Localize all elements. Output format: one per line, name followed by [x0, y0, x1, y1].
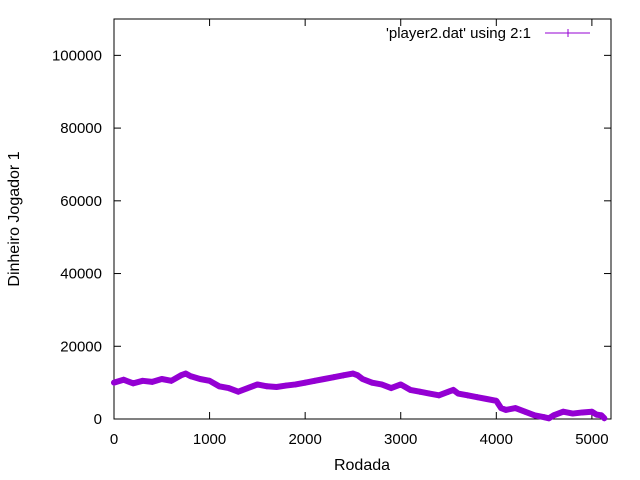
y-tick-label: 0: [94, 411, 102, 428]
x-tick-label: 1000: [193, 431, 226, 448]
data-point: [378, 381, 385, 388]
data-point: [369, 379, 376, 386]
data-point: [302, 379, 309, 386]
data-point: [455, 390, 462, 397]
data-point: [531, 412, 538, 419]
data-point: [560, 408, 567, 415]
data-point: [521, 408, 528, 415]
data-point: [550, 412, 557, 419]
data-point: [283, 382, 290, 389]
y-tick-label: 40000: [60, 266, 102, 283]
y-tick-label: 20000: [60, 338, 102, 355]
legend-marker-plus: [564, 29, 572, 37]
data-point: [464, 392, 471, 399]
data-point: [445, 388, 452, 395]
data-point: [349, 370, 356, 377]
legend-label: 'player2.dat' using 2:1: [386, 25, 531, 42]
data-point: [120, 376, 127, 383]
data-point: [244, 385, 251, 392]
data-point: [111, 379, 117, 386]
data-point: [168, 377, 175, 384]
data-point: [598, 412, 605, 419]
data-point: [235, 388, 242, 395]
x-tick-label: 0: [110, 431, 118, 448]
data-point: [149, 378, 156, 385]
x-tick-label: 5000: [575, 431, 608, 448]
x-tick-label: 4000: [480, 431, 513, 448]
y-tick-label: 80000: [60, 120, 102, 137]
y-tick-label: 60000: [60, 193, 102, 210]
axis-ticks: [113, 19, 611, 420]
data-point: [483, 396, 490, 402]
data-point: [397, 381, 404, 388]
data-point: [512, 405, 519, 412]
legend: 'player2.dat' using 2:1: [386, 25, 590, 42]
data-point: [177, 372, 184, 379]
data-point: [541, 414, 548, 421]
data-point: [545, 415, 552, 422]
data-point: [354, 372, 361, 379]
data-point: [254, 381, 261, 388]
data-point: [588, 408, 595, 415]
legend-marker-icon: [564, 29, 572, 37]
data-point: [416, 388, 423, 395]
data-point: [139, 377, 146, 384]
data-point: [330, 374, 337, 381]
data-point: [216, 383, 223, 390]
data-point: [311, 377, 318, 384]
series-layer: [111, 370, 608, 422]
data-point: [182, 370, 189, 377]
data-point: [569, 410, 576, 417]
series-line: [111, 370, 608, 422]
data-point: [292, 381, 299, 388]
data-point: [359, 376, 366, 382]
data-point: [340, 372, 347, 379]
data-point: [435, 392, 442, 399]
data-point: [187, 373, 194, 380]
data-point: [450, 386, 457, 393]
data-point: [502, 406, 509, 413]
data-point: [130, 380, 137, 387]
data-point: [225, 385, 232, 392]
data-point: [263, 383, 270, 390]
data-point: [197, 376, 204, 382]
x-tick-label: 3000: [384, 431, 417, 448]
data-point: [498, 405, 505, 412]
data-point: [321, 376, 328, 382]
data-point: [579, 409, 586, 416]
data-point: [474, 394, 481, 401]
data-point: [273, 384, 280, 390]
x-axis-label: Rodada: [334, 457, 390, 474]
data-point: [388, 385, 395, 392]
data-point: [601, 415, 608, 422]
data-point: [407, 386, 414, 393]
x-tick-label: 2000: [288, 431, 321, 448]
y-tick-label: 100000: [52, 47, 102, 64]
axis-tick-labels: 0 1000 2000 3000 4000 5000 0 20000 40000 60000 800…: [52, 47, 609, 448]
data-point: [426, 390, 433, 397]
data-point: [493, 397, 500, 404]
y-axis-label: Dinheiro Jogador 1: [6, 151, 23, 286]
plot-frame: [113, 18, 612, 420]
data-point: [206, 377, 213, 384]
data-point: [593, 411, 600, 418]
data-point: [158, 376, 165, 382]
